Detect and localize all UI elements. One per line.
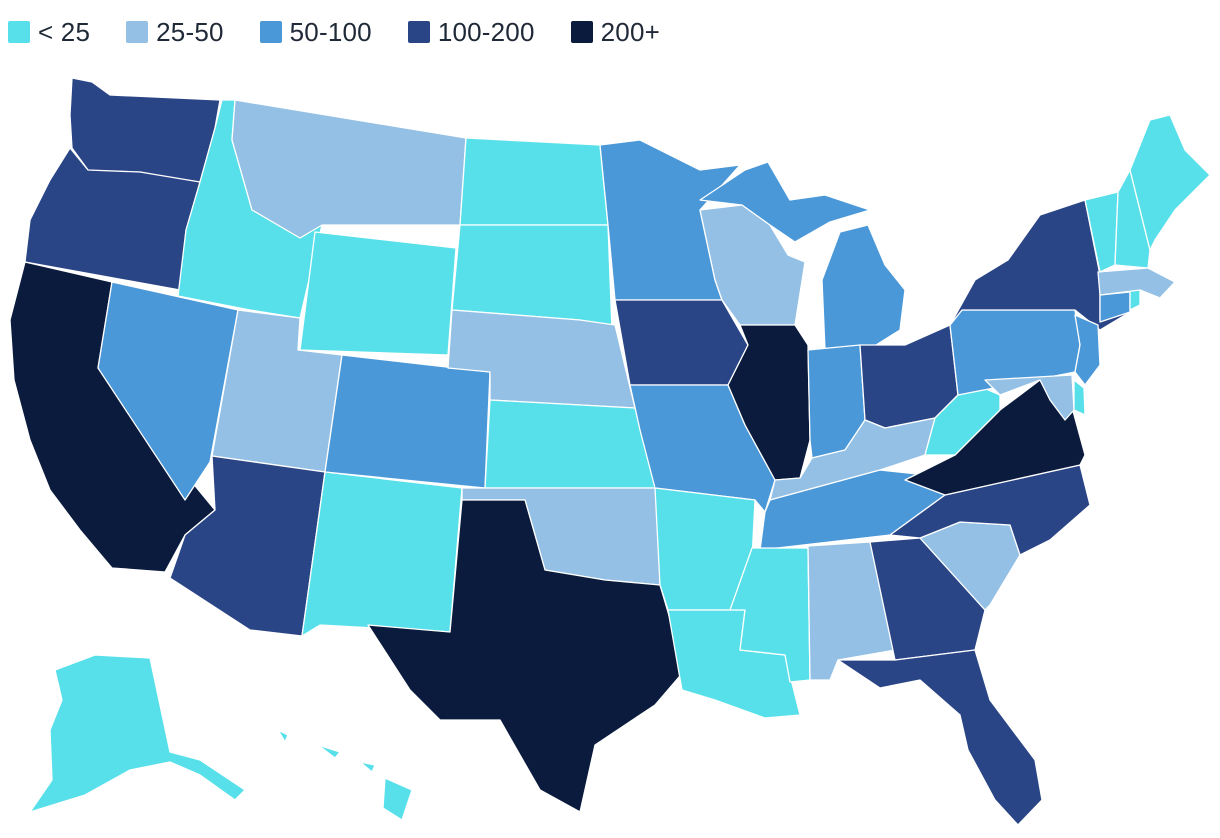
- legend-label: 25-50: [156, 16, 224, 47]
- legend-label: 200+: [600, 16, 661, 47]
- state-ks[interactable]: [484, 399, 659, 489]
- state-fl[interactable]: [837, 649, 1043, 826]
- state-mt[interactable]: [231, 99, 467, 239]
- state-ga[interactable]: [869, 537, 986, 661]
- state-wa[interactable]: [69, 77, 221, 183]
- state-nm[interactable]: [301, 471, 463, 637]
- state-nj[interactable]: [1074, 314, 1101, 386]
- state-wy[interactable]: [299, 231, 457, 356]
- state-me[interactable]: [1129, 114, 1211, 251]
- state-ri[interactable]: [1129, 289, 1141, 311]
- state-tx[interactable]: [367, 499, 686, 813]
- legend-swatch: [259, 21, 282, 43]
- legend-label: 100-200: [437, 16, 535, 47]
- legend: < 25 25-50 50-100 100-200 200+: [8, 14, 696, 50]
- legend-item-25-50: 25-50: [126, 17, 224, 48]
- legend-item-50-100: 50-100: [259, 16, 372, 48]
- legend-label: 50-100: [289, 16, 372, 47]
- legend-item-200-plus: 200+: [570, 16, 661, 48]
- state-ia[interactable]: [614, 299, 749, 386]
- state-co[interactable]: [324, 354, 491, 489]
- legend-swatch: [570, 21, 593, 43]
- state-nd[interactable]: [459, 137, 609, 226]
- state-mi-upper[interactable]: [699, 161, 871, 243]
- legend-swatch: [126, 21, 149, 43]
- state-hi[interactable]: [277, 729, 413, 821]
- legend-swatch: [407, 21, 430, 43]
- state-ak[interactable]: [29, 654, 246, 813]
- state-ct[interactable]: [1099, 291, 1131, 323]
- state-md[interactable]: [984, 374, 1075, 421]
- state-nh[interactable]: [1114, 169, 1151, 269]
- state-nv[interactable]: [97, 281, 239, 501]
- legend-label: < 25: [38, 16, 91, 47]
- state-mi-lower[interactable]: [821, 224, 906, 351]
- state-de[interactable]: [1073, 379, 1086, 416]
- legend-swatch: [8, 21, 30, 43]
- legend-item-lt25: < 25: [8, 17, 90, 48]
- legend-item-100-200: 100-200: [407, 16, 535, 48]
